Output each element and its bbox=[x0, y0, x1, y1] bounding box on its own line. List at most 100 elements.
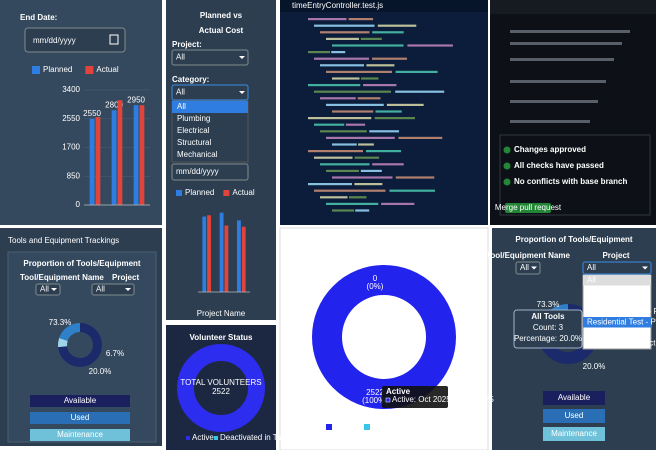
legend-label: Deactivated in Time Period bbox=[373, 422, 469, 431]
code-line bbox=[332, 176, 393, 179]
code-line bbox=[407, 44, 453, 47]
code-line bbox=[354, 156, 380, 159]
code-line bbox=[366, 150, 401, 153]
tooltip-swatch bbox=[385, 397, 391, 403]
name-select[interactable] bbox=[515, 261, 541, 275]
name-select[interactable] bbox=[35, 283, 61, 296]
dropdown-option: All bbox=[587, 276, 596, 285]
code-line bbox=[326, 37, 359, 40]
pr-content bbox=[510, 30, 630, 33]
field-label: End Date: bbox=[20, 13, 57, 22]
code-line bbox=[389, 189, 435, 192]
code-line bbox=[377, 24, 417, 27]
code-line bbox=[326, 70, 392, 73]
status-button-label: Maintenance bbox=[57, 430, 103, 439]
category-select-caret bbox=[239, 91, 245, 94]
project-select[interactable] bbox=[91, 283, 135, 296]
panel-title: Volunteer Status bbox=[190, 333, 254, 342]
legend-swatch bbox=[176, 190, 182, 196]
bar bbox=[207, 215, 211, 292]
date-input[interactable] bbox=[24, 27, 126, 53]
status-button-label: Used bbox=[565, 411, 584, 420]
legend-swatch bbox=[223, 190, 230, 196]
legend-label: Active bbox=[335, 422, 357, 431]
center-value: 2522 bbox=[375, 343, 393, 352]
project-select-caret bbox=[125, 288, 131, 291]
panel-title: Planned vs bbox=[200, 11, 243, 20]
y-tick-label: 850 bbox=[67, 171, 81, 180]
status-button[interactable] bbox=[543, 409, 605, 423]
y-tick-label: 1700 bbox=[62, 143, 80, 152]
dropdown-highlight bbox=[583, 317, 651, 328]
status-button[interactable] bbox=[543, 427, 605, 441]
status-button-label: Used bbox=[71, 413, 90, 422]
bar bbox=[95, 117, 101, 205]
project-select[interactable] bbox=[582, 261, 652, 275]
project-select[interactable] bbox=[171, 49, 249, 66]
code-line bbox=[398, 136, 443, 139]
legend-label: Deactivated in Time Period bbox=[220, 433, 316, 442]
legend-swatch bbox=[32, 66, 40, 74]
pr-content bbox=[510, 100, 598, 103]
check-icon bbox=[503, 162, 511, 170]
tooltip-title: Active bbox=[386, 387, 411, 396]
center-label: TOTAL VOLUNTEERS bbox=[180, 378, 261, 387]
status-button[interactable] bbox=[30, 412, 130, 424]
pr-content bbox=[510, 42, 622, 45]
x-axis-label: Project Name bbox=[197, 309, 246, 318]
status-button-label: Available bbox=[64, 396, 97, 405]
code-line bbox=[308, 51, 330, 54]
card-title: Proportion of Tools/Equipment bbox=[515, 235, 633, 244]
y-tick-label: 2550 bbox=[62, 114, 80, 123]
code-line bbox=[372, 163, 404, 166]
bar-value-label: 2950 bbox=[127, 95, 145, 104]
dropdown-option: Electrical bbox=[177, 126, 210, 135]
code-line bbox=[314, 189, 386, 192]
project-dropdown bbox=[582, 274, 652, 350]
editor-tabbar bbox=[280, 0, 488, 12]
merge-button[interactable] bbox=[505, 203, 551, 213]
calendar-icon bbox=[109, 34, 119, 45]
code-line bbox=[332, 44, 404, 47]
pr-content bbox=[510, 120, 590, 123]
dropdown-option: Solar Panel Project bbox=[587, 339, 656, 348]
code-line bbox=[395, 176, 435, 179]
category-select[interactable] bbox=[171, 84, 249, 101]
donut-slice bbox=[58, 323, 102, 367]
check-text: No conflicts with base branch bbox=[514, 177, 627, 186]
panel-header: Tools and Equipment Trackings bbox=[8, 236, 119, 245]
dropdown-option: Commercial Test - Project bbox=[587, 307, 656, 316]
project-select-value: All bbox=[96, 285, 105, 294]
code-line bbox=[332, 143, 357, 146]
field-label: Tool/Equipment Name bbox=[486, 251, 570, 260]
code-line bbox=[314, 123, 345, 126]
bar bbox=[117, 100, 123, 205]
code-line bbox=[381, 202, 415, 205]
status-button[interactable] bbox=[30, 395, 130, 407]
dropdown-option: Housing Project bbox=[587, 328, 644, 337]
code-line bbox=[320, 97, 356, 100]
editor-tab: timeEntryController.test.js bbox=[292, 1, 383, 10]
center-label: TOTAL VOLUNTEERS bbox=[343, 327, 424, 336]
field-label: Category: bbox=[172, 75, 209, 84]
code-line bbox=[395, 70, 438, 73]
code-line bbox=[363, 84, 397, 87]
code-line bbox=[361, 77, 379, 80]
code-line bbox=[308, 84, 361, 87]
date-input[interactable] bbox=[171, 163, 249, 181]
code-line bbox=[345, 123, 366, 126]
code-line bbox=[369, 130, 400, 133]
dropdown-option: Plumbing bbox=[177, 114, 210, 123]
check-icon bbox=[503, 146, 511, 154]
pull-request-panel bbox=[490, 0, 656, 225]
code-line bbox=[354, 183, 383, 186]
name-select-caret bbox=[531, 266, 537, 270]
code-line bbox=[326, 136, 395, 139]
code-line bbox=[375, 110, 402, 113]
code-line bbox=[320, 163, 370, 166]
code-line bbox=[326, 202, 379, 205]
status-button[interactable] bbox=[543, 391, 605, 405]
bar bbox=[89, 118, 95, 205]
bar bbox=[219, 212, 224, 292]
status-button[interactable] bbox=[30, 429, 130, 441]
